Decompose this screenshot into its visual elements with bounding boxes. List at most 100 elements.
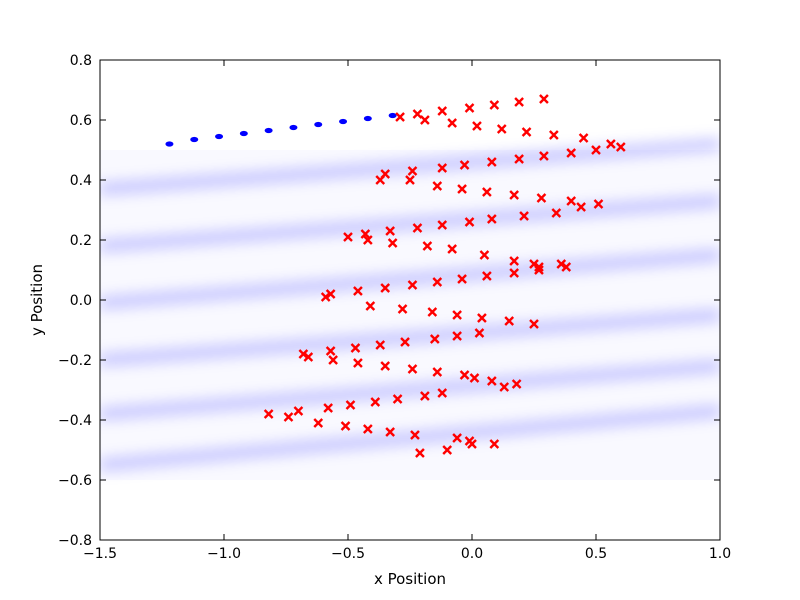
x-marker xyxy=(464,103,475,113)
x-marker xyxy=(420,115,430,125)
x-marker xyxy=(362,235,373,245)
x-marker xyxy=(514,154,524,164)
x-marker xyxy=(499,382,510,392)
y-tick-label: −0.6 xyxy=(58,473,92,489)
x-marker xyxy=(464,217,475,227)
x-marker xyxy=(410,430,420,440)
x-marker xyxy=(548,130,559,140)
x-marker xyxy=(365,301,376,311)
x-marker xyxy=(486,376,497,386)
track-point xyxy=(190,136,199,143)
x-axis: −1.5 −1.0 −0.5 0.0 0.5 1.0 xyxy=(83,60,731,562)
x-marker xyxy=(467,439,477,449)
density-band-4 xyxy=(100,309,720,366)
track-layer xyxy=(165,112,397,147)
x-marker xyxy=(437,388,448,398)
x-marker xyxy=(405,175,415,185)
x-marker xyxy=(293,406,304,416)
x-marker xyxy=(539,151,549,161)
y-tick-label: −0.4 xyxy=(58,413,92,429)
x-marker xyxy=(593,199,604,209)
x-marker xyxy=(474,328,485,338)
x-marker xyxy=(551,208,562,218)
x-tick-label: 0.5 xyxy=(585,546,607,562)
x-marker xyxy=(340,421,351,431)
x-marker xyxy=(447,118,458,128)
x-marker xyxy=(442,445,453,455)
track-point xyxy=(388,112,397,119)
x-tick-label: −1.0 xyxy=(207,546,241,562)
x-marker xyxy=(509,256,520,266)
density-band-5 xyxy=(100,360,720,420)
x-marker xyxy=(370,397,381,407)
x-tick-label: −1.5 xyxy=(83,546,117,562)
density-band-1 xyxy=(100,138,720,195)
y-tick-label: −0.2 xyxy=(58,353,92,369)
x-marker xyxy=(472,121,482,131)
x-marker xyxy=(489,439,500,449)
x-marker xyxy=(432,277,443,287)
x-marker xyxy=(420,391,430,401)
x-marker xyxy=(511,379,522,389)
x-marker xyxy=(427,307,438,317)
y-tick-label: 0.2 xyxy=(70,233,92,249)
x-marker xyxy=(397,304,408,314)
x-marker xyxy=(576,202,586,212)
density-band-3 xyxy=(100,249,720,309)
y-tick-label: 0.4 xyxy=(70,173,92,189)
track-point xyxy=(289,124,298,131)
x-marker xyxy=(422,241,433,251)
x-marker xyxy=(385,226,396,236)
x-marker xyxy=(504,316,515,326)
x-marker xyxy=(539,94,549,104)
track-point xyxy=(215,133,224,140)
x-marker xyxy=(452,331,462,341)
x-marker xyxy=(457,274,467,284)
track-point xyxy=(314,121,323,128)
x-marker xyxy=(415,448,425,458)
x-marker xyxy=(437,163,448,173)
x-marker xyxy=(606,139,616,149)
x-marker xyxy=(482,271,492,281)
x-marker xyxy=(479,250,490,260)
x-axis-label: x Position xyxy=(374,570,446,588)
x-marker xyxy=(407,166,418,176)
x-marker xyxy=(566,196,577,206)
y-tick-label: 0.0 xyxy=(70,293,92,309)
x-marker xyxy=(509,190,520,200)
x-marker xyxy=(395,112,405,122)
track-point xyxy=(165,141,174,147)
x-marker xyxy=(529,319,539,329)
x-marker xyxy=(380,169,391,179)
x-marker xyxy=(313,418,324,428)
density-band-6 xyxy=(100,405,720,471)
x-marker xyxy=(469,373,480,383)
x-marker xyxy=(392,394,403,404)
y-tick-label: 0.8 xyxy=(70,53,92,69)
x-marker xyxy=(556,259,567,269)
x-marker xyxy=(375,340,386,350)
x-marker xyxy=(459,160,470,170)
marker-layer xyxy=(263,94,626,458)
x-marker xyxy=(486,214,497,224)
x-marker xyxy=(578,133,589,143)
x-marker xyxy=(459,370,470,380)
x-marker xyxy=(303,352,314,362)
density-band-2 xyxy=(100,195,720,252)
x-marker xyxy=(452,310,462,320)
x-marker xyxy=(615,142,626,152)
x-marker xyxy=(482,187,492,197)
x-marker xyxy=(350,343,361,353)
x-marker xyxy=(432,181,443,191)
track-point xyxy=(339,118,348,125)
x-marker xyxy=(509,268,520,278)
x-marker xyxy=(400,337,410,347)
track-point xyxy=(264,127,273,134)
density-layer xyxy=(100,138,720,471)
x-marker xyxy=(345,400,356,410)
x-marker xyxy=(353,358,363,368)
x-marker xyxy=(387,238,398,248)
x-marker xyxy=(437,220,448,230)
x-marker xyxy=(385,427,396,437)
